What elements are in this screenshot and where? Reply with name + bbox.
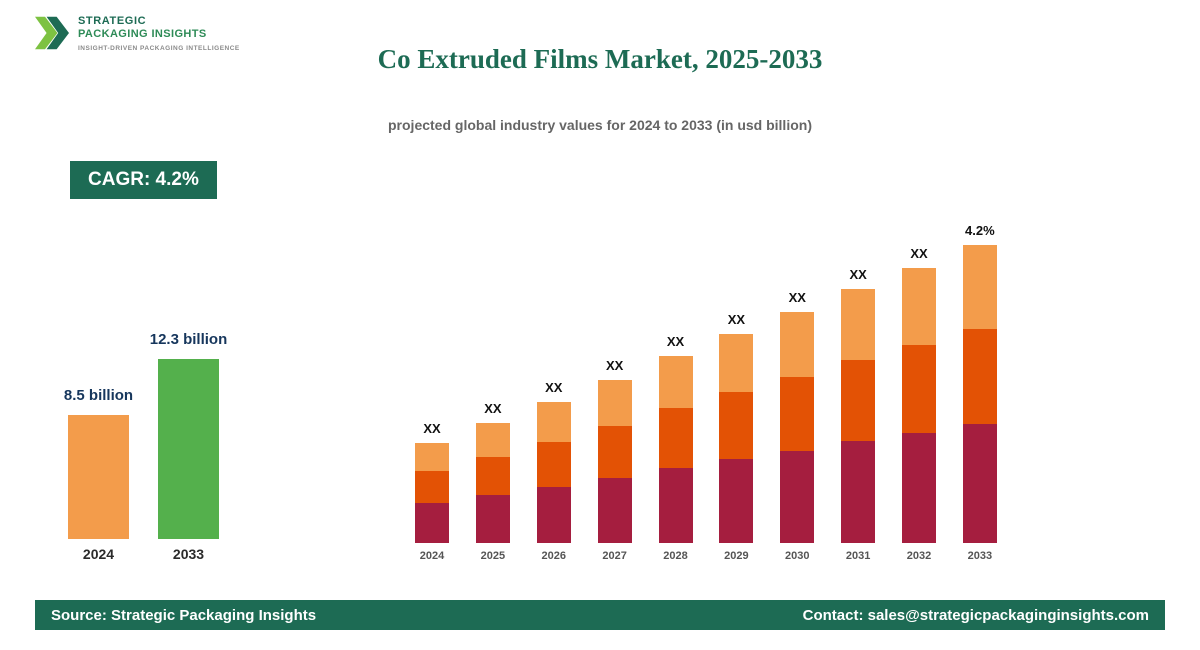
bar-value-label: XX — [484, 401, 502, 416]
bar-segment-middle — [658, 408, 693, 468]
bar-stack — [597, 380, 632, 543]
page-title: Co Extruded Films Market, 2025-2033 — [377, 44, 823, 74]
bar-segment-top — [902, 268, 936, 345]
brand-name-line1: STRATEGIC — [78, 15, 147, 27]
page-subtitle: projected global industry values for 202… — [388, 117, 812, 133]
bar-segment-top — [475, 423, 510, 457]
bar-segment-bottom — [415, 503, 449, 543]
bar-segment-top — [658, 356, 693, 408]
bar-column: XX 2024 — [412, 421, 452, 562]
bar-segment-bottom — [536, 487, 571, 543]
bar-segment-bottom — [719, 459, 754, 543]
bar-value-label: XX — [605, 358, 624, 373]
bar-year-label: 2027 — [602, 550, 627, 562]
summary-bar-column: 8.5 billion 2024 — [64, 387, 133, 562]
cagr-badge: CAGR: 4.2% — [70, 161, 217, 199]
bar-column: XX 2026 — [534, 380, 574, 562]
bar-segment-bottom — [841, 441, 876, 543]
bar-segment-top — [780, 312, 815, 377]
bar-segment-middle — [780, 377, 815, 451]
bar-segment-bottom — [658, 468, 693, 543]
bar-value-label: XX — [788, 290, 806, 305]
bar-column: XX 2031 — [838, 267, 878, 562]
bar-segment-top — [597, 380, 632, 426]
bar-year-label: 2031 — [845, 550, 871, 562]
bar-segment-top — [841, 289, 876, 360]
bar-stack — [902, 268, 936, 543]
bar-segment-middle — [415, 471, 449, 503]
source-text: Source: Strategic Packaging Insights — [51, 606, 317, 624]
brand-text: STRATEGIC PACKAGING INSIGHTS INSIGHT-DRI… — [78, 12, 240, 52]
bar-column: XX 2032 — [899, 246, 939, 562]
bar-segment-middle — [475, 457, 510, 495]
bar-column: XX 2029 — [716, 312, 756, 562]
bar-value-label: XX — [423, 421, 441, 436]
bar-value-label: XX — [849, 267, 867, 282]
footer-bar: Source: Strategic Packaging Insights Con… — [35, 600, 1165, 630]
stacked-bar-chart: XX 2024 XX 2025 XX 2026 XX 2027 XX 2028 XX 2029 XX 20… — [412, 205, 1000, 562]
summary-bar-value-label: 8.5 billion — [63, 387, 134, 404]
bar-stack — [415, 443, 449, 543]
brand-tagline: INSIGHT-DRIVEN PACKAGING INTELLIGENCE — [78, 45, 240, 52]
bar-year-label: 2025 — [480, 550, 506, 562]
bar-year-label: 2030 — [785, 550, 810, 562]
bar-column: 4.2% 2033 — [960, 223, 1000, 562]
bar-column: XX 2030 — [777, 290, 817, 562]
bar-stack — [536, 402, 571, 543]
bar-year-label: 2026 — [541, 550, 566, 562]
bar-segment-middle — [841, 360, 876, 441]
bar-column: XX 2027 — [595, 358, 635, 562]
bar-segment-top — [962, 245, 997, 329]
bar-stack — [841, 289, 876, 543]
bar-segment-bottom — [597, 478, 632, 543]
bar-stack — [719, 334, 754, 543]
bar-year-label: 2033 — [967, 550, 993, 562]
summary-bar-column: 12.3 billion 2033 — [150, 331, 228, 562]
bar-segment-top — [536, 402, 571, 442]
bar-year-label: 2028 — [663, 550, 688, 562]
summary-bar — [68, 415, 129, 539]
bar-segment-bottom — [780, 451, 815, 543]
brand-chevron-icon — [35, 16, 69, 50]
bar-segment-bottom — [902, 433, 936, 543]
bar-year-label: 2024 — [419, 550, 445, 562]
bar-segment-bottom — [962, 424, 997, 543]
summary-bar-year-label: 2024 — [82, 546, 115, 562]
bar-segment-top — [415, 443, 449, 471]
bar-stack — [658, 356, 693, 543]
bar-stack — [475, 423, 510, 543]
bar-value-label: XX — [910, 246, 928, 261]
bar-value-label: 4.2% — [965, 223, 995, 238]
summary-bar-year-label: 2033 — [172, 546, 205, 562]
bar-segment-middle — [902, 345, 936, 433]
bar-segment-middle — [962, 329, 997, 424]
bar-column: XX 2025 — [473, 401, 513, 562]
bar-segment-middle — [536, 442, 571, 487]
bar-segment-bottom — [475, 495, 510, 543]
summary-bar — [158, 359, 219, 539]
brand-logo: STRATEGIC PACKAGING INSIGHTS INSIGHT-DRI… — [35, 12, 240, 54]
bar-segment-top — [719, 334, 754, 392]
summary-bar-value-label: 12.3 billion — [149, 331, 228, 348]
bar-value-label: XX — [727, 312, 746, 327]
bar-year-label: 2029 — [724, 550, 749, 562]
bar-segment-middle — [719, 392, 754, 459]
bar-column: XX 2028 — [656, 334, 696, 562]
contact-text: Contact: sales@strategicpackaginginsight… — [802, 606, 1149, 624]
bar-year-label: 2032 — [906, 550, 932, 562]
brand-name-line2: PACKAGING INSIGHTS — [78, 28, 207, 40]
bar-value-label: XX — [666, 334, 685, 349]
bar-stack — [962, 245, 997, 543]
bar-segment-middle — [597, 426, 632, 478]
bar-stack — [780, 312, 815, 543]
bar-value-label: XX — [545, 380, 563, 395]
summary-bar-chart: 8.5 billion 2024 12.3 billion 2033 — [64, 330, 228, 562]
